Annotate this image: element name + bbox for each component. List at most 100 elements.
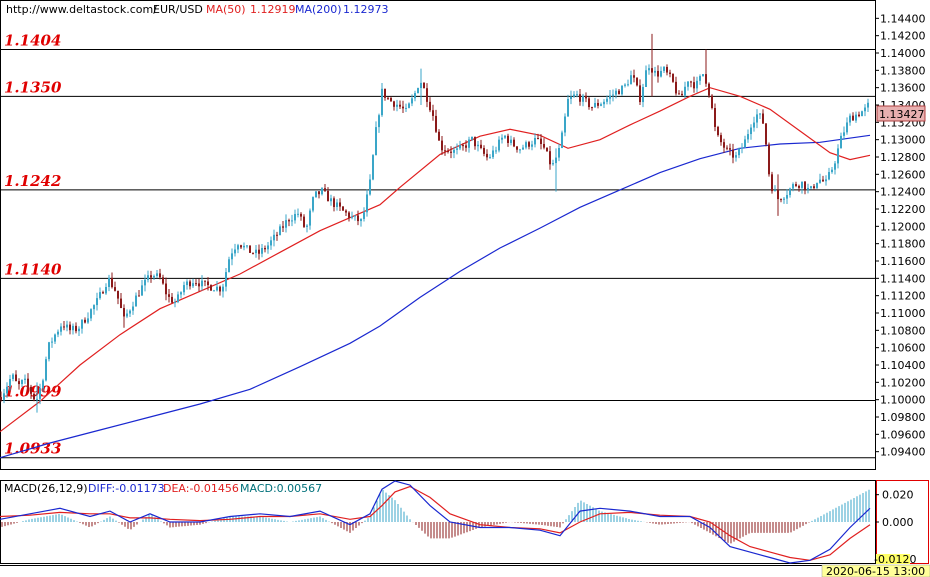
- candle-body: [186, 281, 188, 286]
- price-tick-label-20: 1.10400: [880, 359, 926, 372]
- candle-body: [399, 104, 401, 107]
- candle-body: [30, 386, 32, 394]
- candle-body: [45, 359, 47, 381]
- candle-body: [759, 113, 761, 115]
- candle-body: [162, 277, 164, 284]
- candle-body: [747, 134, 749, 140]
- candle-body: [93, 305, 95, 310]
- candle-body: [792, 184, 794, 189]
- candle-body: [435, 115, 437, 132]
- candle-body: [369, 179, 371, 195]
- macd-diff-line: [0, 480, 871, 564]
- candle-body: [828, 172, 830, 180]
- price-tick-label-3: 1.13800: [880, 64, 926, 77]
- current-price-label: 1.13427: [879, 108, 925, 121]
- candle-body: [72, 325, 74, 331]
- candle-body: [384, 88, 386, 98]
- candle-body: [696, 80, 698, 89]
- candle-body: [798, 185, 800, 188]
- candle-body: [615, 90, 617, 95]
- price-tick-label-23: 1.09800: [880, 411, 926, 424]
- candle-body: [858, 114, 860, 117]
- candle-body: [21, 379, 23, 385]
- moving-average-layer: [0, 87, 871, 459]
- source-url[interactable]: http://www.deltastock.com/: [6, 3, 157, 16]
- candle-body: [711, 95, 713, 108]
- candle-body: [501, 137, 503, 140]
- candle-body: [594, 102, 596, 108]
- candle-body: [456, 148, 458, 150]
- candle-body: [699, 76, 701, 81]
- candle-body: [366, 194, 368, 213]
- candle-body: [213, 290, 215, 292]
- candle-body: [561, 132, 563, 149]
- candle-body: [189, 281, 191, 287]
- candle-body: [558, 148, 560, 158]
- candle-body: [228, 259, 230, 273]
- candle-body: [495, 150, 497, 152]
- main-panel-border: [0, 0, 876, 470]
- price-tick-label-18: 1.10800: [880, 324, 926, 337]
- candle-body: [552, 163, 554, 165]
- candle-body: [579, 94, 581, 102]
- candle-body: [843, 132, 845, 136]
- macd-name: MACD(26,12,9): [4, 482, 88, 495]
- candle-body: [249, 245, 251, 253]
- candle-body: [339, 202, 341, 207]
- candle-body: [846, 122, 848, 133]
- candle-body: [411, 98, 413, 104]
- candle-body: [486, 153, 488, 158]
- candle-body: [429, 101, 431, 111]
- candle-body: [477, 144, 479, 147]
- candle-body: [129, 310, 131, 314]
- candle-body: [822, 179, 824, 182]
- candle-body: [354, 215, 356, 217]
- candle-body: [315, 191, 317, 198]
- candle-body: [567, 99, 569, 117]
- candle-body: [84, 319, 86, 323]
- candle-body: [795, 184, 797, 186]
- candle-body: [693, 82, 695, 89]
- price-tick-label-4: 1.13600: [880, 82, 926, 95]
- candle-body: [546, 147, 548, 152]
- candle-body: [144, 279, 146, 286]
- candle-body: [297, 213, 299, 215]
- candle-body: [135, 295, 137, 307]
- candle-body: [252, 252, 254, 254]
- candle-body: [666, 66, 668, 73]
- candle-body: [183, 285, 185, 293]
- candle-body: [120, 298, 122, 309]
- candle-body: [396, 104, 398, 107]
- candle-body: [471, 136, 473, 140]
- candle-body: [492, 150, 494, 158]
- candle-body: [780, 199, 782, 201]
- candle-body: [732, 149, 734, 158]
- candle-body: [330, 198, 332, 202]
- candle-body: [219, 286, 221, 292]
- candle-body: [834, 163, 836, 170]
- candlestick-layer: [0, 33, 869, 413]
- candle-body: [480, 144, 482, 148]
- candle-body: [642, 87, 644, 103]
- candle-body: [279, 226, 281, 236]
- candle-body: [729, 148, 731, 150]
- candle-body: [708, 83, 710, 96]
- ma50-label: MA(50): [206, 3, 246, 16]
- candle-body: [36, 398, 38, 400]
- macd-clip-label: -0.0120: [874, 553, 916, 566]
- ma50-line: [0, 87, 871, 433]
- candle-body: [765, 123, 767, 145]
- candle-body: [285, 220, 287, 228]
- candle-body: [624, 84, 626, 86]
- candle-body: [267, 245, 269, 250]
- candle-body: [630, 75, 632, 85]
- price-axis: 1.14400 1.14200 1.14000 1.13800 1.13600 1.134…: [875, 12, 926, 459]
- candle-body: [417, 88, 419, 94]
- candle-body: [603, 101, 605, 105]
- candle-body: [177, 294, 179, 302]
- candle-body: [408, 103, 410, 108]
- candle-body: [450, 151, 452, 153]
- candle-body: [804, 181, 806, 190]
- candle-body: [51, 341, 53, 343]
